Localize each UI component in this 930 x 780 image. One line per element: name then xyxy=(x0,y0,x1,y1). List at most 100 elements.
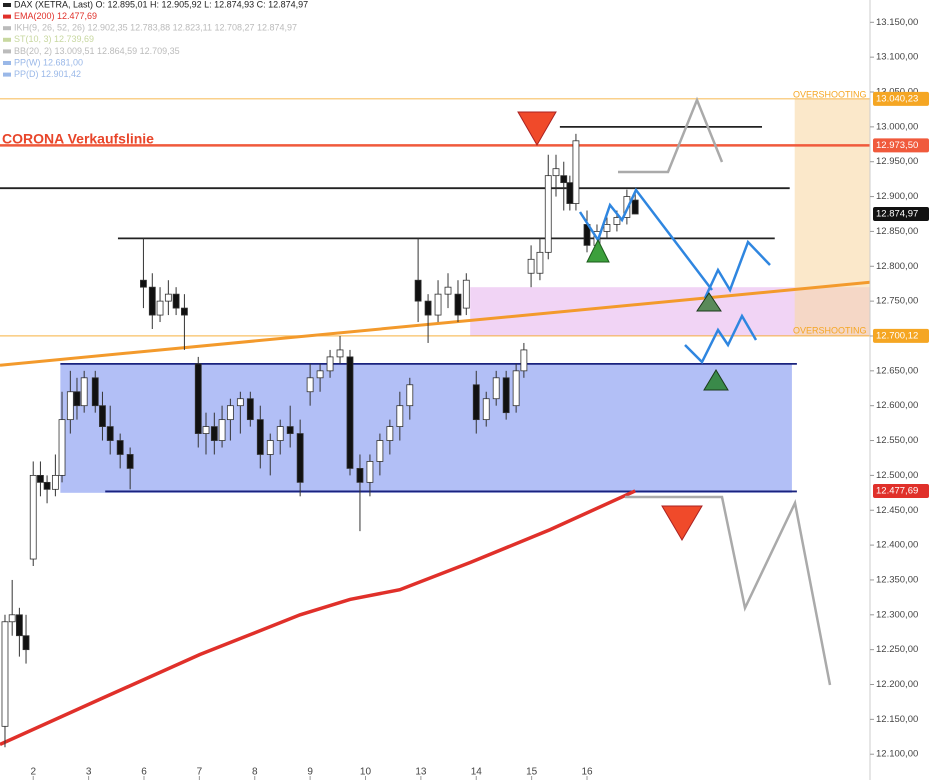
level-label: 13.040,23 xyxy=(876,93,918,104)
candle-body xyxy=(148,286,156,316)
y-tick-label: 12.400,00 xyxy=(876,540,918,551)
annotation: CORONA Verkaufslinie xyxy=(2,131,154,147)
y-tick-label: 12.100,00 xyxy=(876,749,918,760)
x-tick-label: 2 xyxy=(30,767,36,778)
x-tick-label: 13 xyxy=(415,767,427,778)
candle-body xyxy=(164,293,172,302)
level-tag xyxy=(873,207,929,222)
candle-body xyxy=(181,307,188,316)
candle-body xyxy=(444,286,452,295)
candle-body xyxy=(286,426,294,434)
annotation: OVERSHOOTING xyxy=(793,89,867,99)
candle-body xyxy=(296,433,304,483)
legend-swatch xyxy=(3,61,11,65)
candle-body xyxy=(566,182,574,204)
legend-swatch xyxy=(3,72,11,77)
candle-body xyxy=(156,300,164,316)
candle-body xyxy=(396,405,404,427)
candle-body xyxy=(218,419,226,441)
y-tick-label: 12.150,00 xyxy=(876,714,918,725)
y-tick-label: 12.500,00 xyxy=(876,470,918,481)
legend-swatch xyxy=(3,14,11,19)
legend-swatch xyxy=(3,37,11,42)
candle-body xyxy=(316,370,324,379)
candle-body xyxy=(1,621,9,727)
y-tick-label: 13.000,00 xyxy=(876,121,918,132)
candle-body xyxy=(336,349,344,358)
zone xyxy=(794,98,870,336)
candle-body xyxy=(434,293,442,316)
candle-body xyxy=(572,140,580,204)
x-tick-label: 14 xyxy=(471,767,483,778)
y-tick-label: 12.750,00 xyxy=(876,296,918,307)
level-tag xyxy=(873,138,929,153)
candle-body xyxy=(414,279,422,302)
legend-text: PP(D) 12.901,42 xyxy=(14,69,81,79)
candle-body xyxy=(276,426,284,441)
y-tick-label: 13.100,00 xyxy=(876,52,918,63)
candle-body xyxy=(512,370,520,407)
level-label: 12.973,50 xyxy=(876,140,918,151)
candle-body xyxy=(58,419,66,476)
y-tick-label: 12.600,00 xyxy=(876,400,918,411)
candle-body xyxy=(544,175,552,253)
level-label: 12.477,69 xyxy=(876,485,918,496)
candle-body xyxy=(51,474,59,490)
legend-text: IKH(9, 26, 52, 26) 12.902,35 12.783,88 1… xyxy=(14,23,297,33)
candle-body xyxy=(66,391,74,421)
candle-body xyxy=(22,635,30,651)
candle-body xyxy=(246,398,254,421)
candle-body xyxy=(406,384,414,407)
candle-body xyxy=(631,199,639,215)
zones xyxy=(60,98,870,493)
y-tick-label: 12.650,00 xyxy=(876,365,918,376)
level-tag xyxy=(873,483,929,498)
y-tick-label: 12.850,00 xyxy=(876,226,918,237)
candle-body xyxy=(472,384,480,421)
candle-body xyxy=(613,217,621,225)
ema-line xyxy=(0,489,636,747)
y-tick-label: 12.450,00 xyxy=(876,505,918,516)
candle-body xyxy=(482,398,490,421)
y-tick-label: 12.950,00 xyxy=(876,156,918,167)
candle-body xyxy=(43,481,51,490)
zone xyxy=(60,363,792,493)
candle-body xyxy=(520,349,528,372)
candle-body xyxy=(306,377,314,393)
x-tick-label: 8 xyxy=(252,767,258,778)
y-tick-label: 12.250,00 xyxy=(876,644,918,655)
candle-body xyxy=(386,426,394,441)
x-tick-label: 15 xyxy=(526,767,538,778)
x-tick-label: 16 xyxy=(581,767,593,778)
y-tick-label: 12.800,00 xyxy=(876,261,918,272)
y-tick-label: 12.900,00 xyxy=(876,191,918,202)
legend-text: DAX (XETRA, Last) O: 12.895,01 H: 12.905… xyxy=(14,0,308,9)
y-tick-label: 12.550,00 xyxy=(876,435,918,446)
candle-body xyxy=(99,405,106,427)
candle-body xyxy=(8,614,16,623)
x-tick-label: 7 xyxy=(197,767,203,778)
candle-body xyxy=(140,279,147,288)
x-tick-label: 3 xyxy=(86,767,92,778)
candle-body xyxy=(326,356,334,372)
candle-body xyxy=(502,377,510,414)
candle-body xyxy=(536,251,544,274)
legend: DAX (XETRA, Last) O: 12.895,01 H: 12.905… xyxy=(3,0,308,79)
candle-body xyxy=(552,168,560,177)
candle-body xyxy=(73,391,81,407)
candle-body xyxy=(454,293,462,316)
candle-body xyxy=(560,175,568,184)
y-tick-label: 12.350,00 xyxy=(876,574,918,585)
candle-body xyxy=(462,279,470,309)
candle-body xyxy=(256,419,264,455)
candle-body xyxy=(29,474,37,560)
candle-body xyxy=(126,454,134,469)
legend-swatch xyxy=(3,26,11,31)
candle-body xyxy=(356,468,364,483)
x-tick-label: 6 xyxy=(141,767,147,778)
candle-body xyxy=(366,461,374,483)
candle-body xyxy=(194,363,202,434)
candle-body xyxy=(376,440,384,462)
